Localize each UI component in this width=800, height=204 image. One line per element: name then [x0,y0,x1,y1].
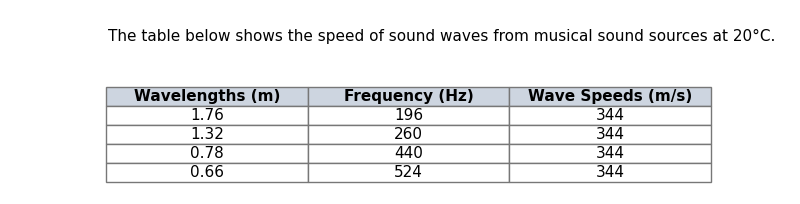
Text: The table below shows the speed of sound waves from musical sound sources at 20°: The table below shows the speed of sound… [108,29,775,44]
